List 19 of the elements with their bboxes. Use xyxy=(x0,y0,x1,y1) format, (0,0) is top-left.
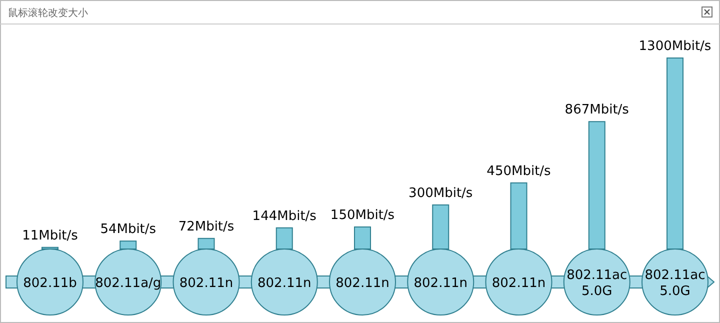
data-label: 450Mbit/s xyxy=(486,164,552,179)
data-label: 144Mbit/s xyxy=(252,208,317,224)
data-label: 54Mbit/s xyxy=(100,222,156,238)
x-tick-label: 802.11ac 5.0G xyxy=(644,268,706,299)
x-tick-label: 802.11n xyxy=(414,276,468,291)
x-tick-label: 802.11n xyxy=(492,276,546,291)
data-label: 72Mbit/s xyxy=(178,219,234,234)
x-tick-label: 802.11a/g xyxy=(95,276,162,291)
data-label: 1300Mbit/s xyxy=(638,39,712,54)
x-tick-label: 802.11b xyxy=(23,276,77,291)
x-tick-label: 802.11n xyxy=(258,276,312,291)
data-label: 11Mbit/s xyxy=(22,228,78,244)
x-tick-label: 802.11n xyxy=(179,276,234,291)
data-label: 867Mbit/s xyxy=(564,102,630,118)
data-label: 150Mbit/s xyxy=(330,208,395,223)
data-label: 300Mbit/s xyxy=(408,186,473,201)
x-tick-label: 802.11n xyxy=(336,276,390,291)
chart-title: 鼠标滚轮改变大小 xyxy=(8,7,88,19)
x-tick-label: 802.11ac 5.0G xyxy=(566,268,628,299)
